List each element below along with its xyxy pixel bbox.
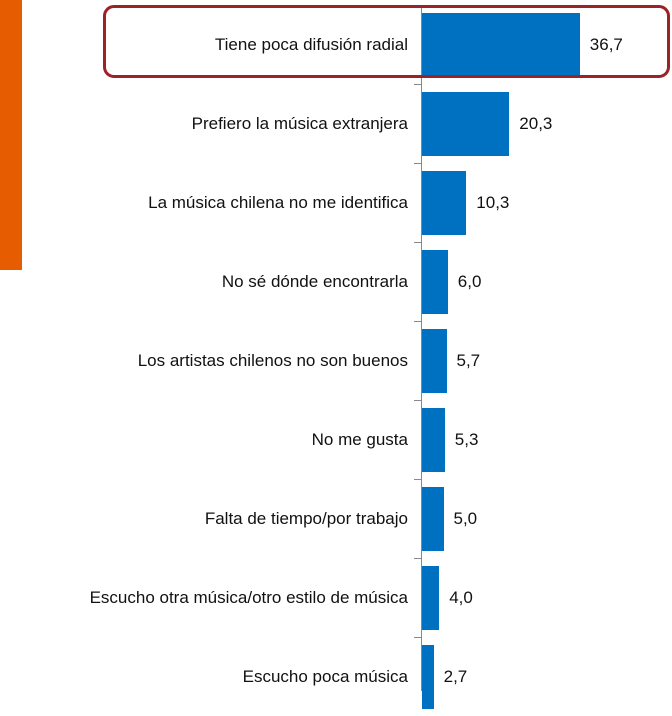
category-label: Tiene poca difusión radial [0,5,408,84]
tick-mark [414,479,421,480]
tick-mark [414,637,421,638]
category-text: Prefiero la música extranjera [191,113,408,133]
value-label: 20,3 [519,113,553,133]
bar [422,12,580,77]
tick-mark [414,558,421,559]
category-text: Los artistas chilenos no son buenos [137,350,408,370]
bar [422,170,467,235]
bar [422,644,434,709]
bar [422,565,440,630]
axis-line [421,5,422,691]
value-label: 4,0 [449,587,473,607]
value-label: 6,0 [457,271,482,291]
category-label: Escucho otra música/otro estilo de músic… [0,558,408,637]
category-text: No sé dónde encontrarla [221,271,408,291]
category-text: Tiene poca difusión radial [214,34,408,54]
tick-mark [414,400,421,401]
value-label: 36,7 [589,34,623,54]
tick-mark [414,321,421,322]
tick-mark [414,84,421,85]
category-label: No me gusta [0,400,408,479]
category-text: Falta de tiempo/por trabajo [204,508,408,528]
bar [422,328,447,393]
bar [422,91,510,156]
tick-mark [414,163,421,164]
category-label: La música chilena no me identifica [0,163,408,242]
bar [422,249,448,314]
category-text: No me gusta [311,429,408,449]
value-label: 5,7 [456,350,481,370]
category-text: Escucho otra música/otro estilo de músic… [89,587,408,607]
category-text: Escucho poca música [242,666,408,686]
value-label: 10,3 [476,192,510,212]
category-label: Los artistas chilenos no son buenos [0,321,408,400]
bar [422,486,444,551]
category-text: La música chilena no me identifica [148,192,408,212]
category-label: Prefiero la música extranjera [0,84,408,163]
accent-strip [0,0,22,270]
value-label: 5,3 [454,429,479,449]
value-label: 5,0 [453,508,478,528]
tick-mark [414,242,421,243]
highlight-box [103,5,670,78]
value-label: 2,7 [443,666,468,686]
bar [422,407,445,472]
category-label: No sé dónde encontrarla [0,242,408,321]
category-label: Escucho poca música [0,637,408,716]
category-label: Falta de tiempo/por trabajo [0,479,408,558]
